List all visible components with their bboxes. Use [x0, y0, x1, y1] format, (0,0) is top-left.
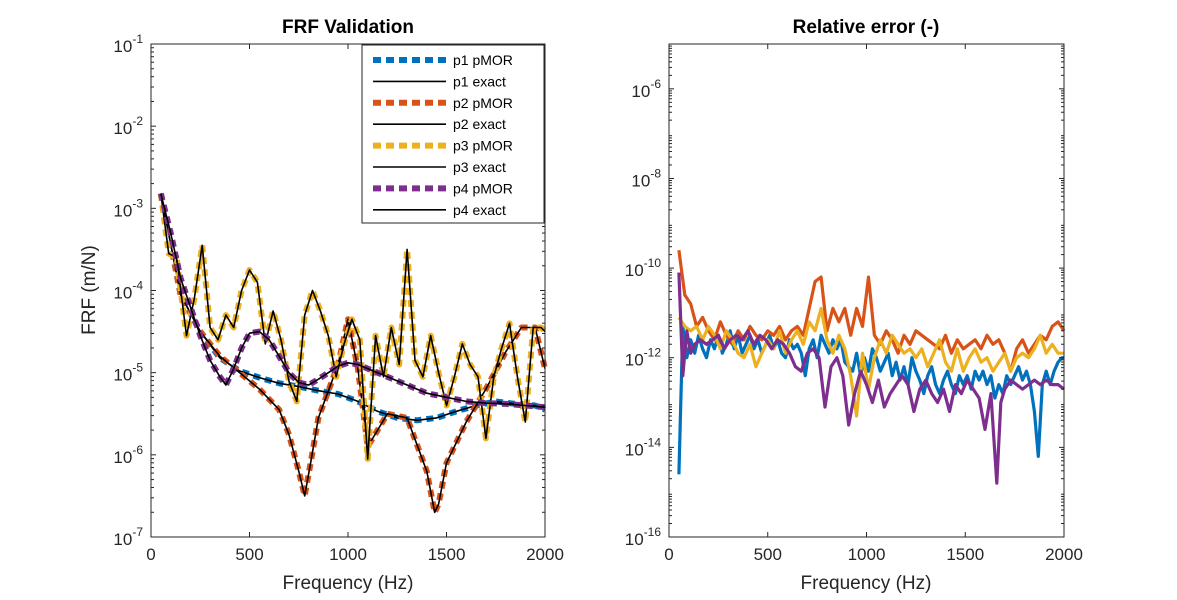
legend-label: p1 exact: [453, 73, 506, 89]
legend-label: p1 pMOR: [453, 52, 513, 68]
y-tick-label: 10-1: [113, 32, 143, 56]
y-tick-label: 10-2: [113, 114, 143, 138]
frf-validation-plot: 0 500 1000 1500 2000 10-7 10-6 10-5 10-4 10-3 10-2…: [79, 17, 564, 594]
y-tick-label: 10-10: [625, 256, 662, 280]
y-tick-label: 10-12: [625, 346, 662, 370]
y-tick-label: 10-16: [625, 525, 662, 549]
y-tick-label: 10-6: [113, 443, 143, 467]
legend-label: p3 pMOR: [453, 138, 513, 154]
relerr-ticks-group: 0 500 1000 1500 2000 10-16 10-14 10-12 10-10 10-8…: [625, 44, 1083, 564]
legend-entry: p2 exact: [373, 116, 506, 132]
series-p4-error-line: [677, 272, 1065, 485]
x-tick-label: 1500: [946, 545, 984, 564]
x-tick-label: 0: [664, 545, 673, 564]
legend-label: p3 exact: [453, 159, 506, 175]
legend-box: [361, 44, 545, 224]
legend-entry: p4 exact: [373, 202, 506, 218]
frf-title: FRF Validation: [282, 17, 414, 38]
y-tick-label: 10-4: [113, 279, 143, 303]
legend-entry: p1 exact: [373, 73, 506, 89]
legend-label: p2 exact: [453, 116, 506, 132]
y-tick-label: 10-6: [631, 77, 661, 101]
legend-label: p4 exact: [453, 202, 506, 218]
y-tick-label: 10-5: [113, 361, 143, 385]
x-tick-label: 2000: [1045, 545, 1083, 564]
x-tick-label: 1000: [329, 545, 367, 564]
legend-entry: p3 exact: [373, 159, 506, 175]
legend-entry: p3 pMOR: [373, 138, 513, 154]
x-tick-label: 1500: [428, 545, 466, 564]
series-p3-exact-line: [160, 193, 546, 460]
x-tick-label: 0: [146, 545, 155, 564]
x-tick-label: 500: [754, 545, 782, 564]
series-p2-exact-line: [160, 193, 546, 514]
legend-label: p4 pMOR: [453, 180, 513, 196]
frf-lines-group: [157, 192, 548, 516]
y-tick-label: 10-8: [631, 166, 661, 190]
x-tick-label: 1000: [848, 545, 886, 564]
frf-ylabel: FRF (m/N): [79, 245, 100, 335]
legend-entry: p2 pMOR: [373, 95, 513, 111]
legend-entry: p1 pMOR: [373, 52, 513, 68]
x-tick-label: 500: [235, 545, 263, 564]
legend-entry: p4 pMOR: [373, 180, 513, 196]
legend-label: p2 pMOR: [453, 95, 513, 111]
relerr-xlabel: Frequency (Hz): [801, 573, 932, 594]
series-p3-error-line: [677, 306, 1064, 418]
relerr-title: Relative error (-): [793, 17, 940, 38]
legend-items: p1 pMOR p1 exact p2 pMOR p2 exact p3 pMOR p3 …: [373, 52, 513, 218]
y-tick-label: 10-3: [113, 196, 143, 220]
series-p1-error-line: [677, 324, 1064, 475]
y-tick-label: 10-7: [113, 525, 143, 549]
y-tick-label: 10-14: [625, 435, 662, 459]
relative-error-plot: 0 500 1000 1500 2000 10-16 10-14 10-12 10-10 10-8…: [625, 17, 1083, 594]
frf-xlabel: Frequency (Hz): [283, 573, 414, 594]
frf-legend: p1 pMOR p1 exact p2 pMOR p2 exact p3 pMOR p3 …: [361, 44, 545, 224]
relerr-lines-group: [677, 249, 1066, 485]
x-tick-label: 2000: [526, 545, 564, 564]
series-p4-exact-line: [160, 193, 546, 408]
frf-ticks-group: 0 500 1000 1500 2000 10-7 10-6 10-5 10-4 10-3 10-2…: [113, 32, 564, 564]
